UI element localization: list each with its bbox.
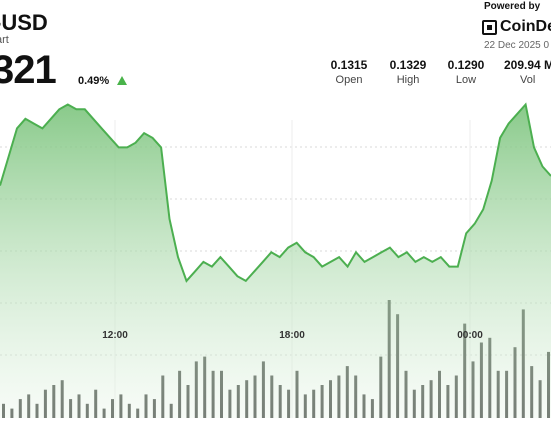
up-triangle-icon: [117, 76, 127, 85]
stat-label: Open: [335, 74, 363, 86]
stat-value: 0.1329: [389, 58, 427, 72]
coindesk-logo-icon: [482, 19, 497, 35]
stat-label: Low: [455, 74, 477, 86]
stat-volume: 209.94 M Vol: [494, 58, 551, 86]
x-tick-label: 00:00: [457, 330, 483, 341]
x-tick-label: 18:00: [279, 330, 305, 341]
stat-label: Vol: [520, 74, 536, 86]
x-axis-ticks: 12:00 18:00 00:00: [102, 330, 483, 341]
stat-value: 0.1290: [447, 58, 485, 72]
current-price: 321: [0, 48, 57, 92]
price-area-fill: [0, 104, 551, 418]
stat-value: 0.1315: [330, 58, 368, 72]
stat-low: 0.1290 Low: [436, 58, 496, 86]
stat-open: 0.1315 Open: [319, 58, 379, 86]
price-area: [0, 102, 551, 418]
stat-label: High: [396, 74, 420, 86]
stat-high: 0.1329 High: [378, 58, 438, 86]
x-tick-label: 12:00: [102, 330, 128, 341]
chart-subtitle: art: [0, 34, 9, 46]
stat-value: 209.94 M: [503, 58, 551, 72]
price-line: [0, 102, 551, 283]
date-label: 22 Dec 2025 0: [484, 40, 550, 51]
price-change: 0.49%: [78, 75, 110, 87]
powered-by-label: Powered by: [484, 1, 541, 12]
pair-title: -USD: [0, 10, 48, 35]
brand-logo[interactable]: CoinDe: [482, 18, 551, 36]
brand-name: CoinDe: [500, 18, 551, 35]
